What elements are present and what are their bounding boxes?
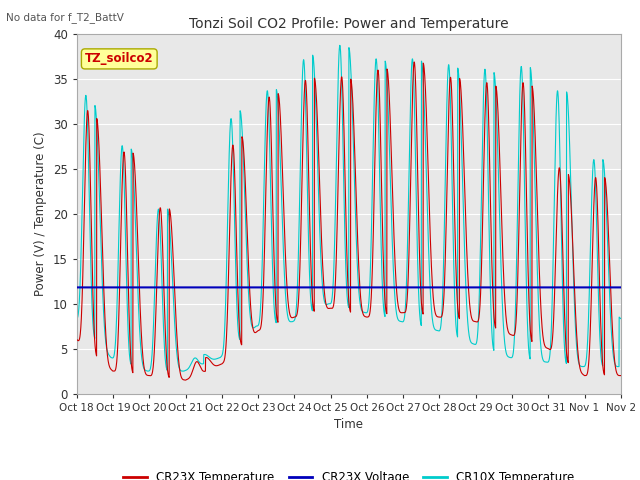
Legend: CR23X Temperature, CR23X Voltage, CR10X Temperature: CR23X Temperature, CR23X Voltage, CR10X … [118,466,579,480]
Y-axis label: Power (V) / Temperature (C): Power (V) / Temperature (C) [35,132,47,296]
X-axis label: Time: Time [334,418,364,431]
Title: Tonzi Soil CO2 Profile: Power and Temperature: Tonzi Soil CO2 Profile: Power and Temper… [189,17,509,31]
Text: TZ_soilco2: TZ_soilco2 [85,52,154,65]
Text: No data for f_T2_BattV: No data for f_T2_BattV [6,12,124,23]
